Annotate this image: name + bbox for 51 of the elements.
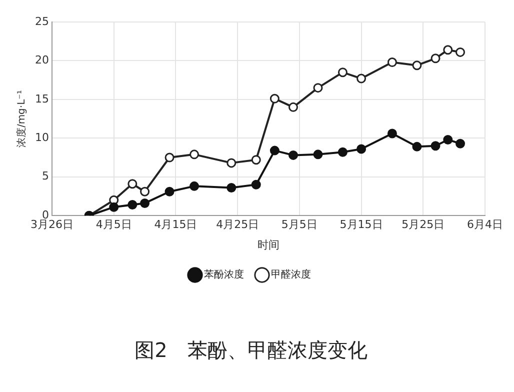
point — [387, 128, 397, 138]
point — [226, 182, 236, 192]
point — [456, 138, 466, 148]
point — [128, 200, 138, 210]
point — [164, 186, 174, 196]
legend-label: 甲醛浓度 — [271, 268, 311, 281]
point — [251, 180, 261, 190]
point — [270, 94, 280, 104]
point — [313, 83, 323, 93]
point — [288, 102, 298, 112]
point — [190, 150, 200, 160]
y-tick-label: 15 — [34, 92, 49, 106]
point — [140, 198, 150, 208]
point — [356, 144, 366, 154]
x-tick-label: 4月25日 — [216, 218, 260, 232]
point — [128, 179, 138, 189]
point — [313, 150, 323, 160]
point — [338, 147, 348, 157]
point — [164, 152, 174, 162]
y-tick-label: 25 — [34, 14, 49, 28]
x-tick-label: 3月26日 — [30, 218, 74, 232]
point — [430, 141, 440, 151]
point — [109, 202, 119, 212]
point — [356, 74, 366, 84]
x-tick-label: 4月5日 — [96, 218, 132, 232]
point — [140, 186, 150, 196]
x-tick-label: 5月25日 — [402, 218, 445, 232]
point — [338, 68, 348, 78]
point — [270, 146, 280, 156]
point — [251, 155, 261, 165]
point — [430, 54, 440, 64]
x-tick-label: 4月15日 — [154, 218, 198, 232]
point — [226, 158, 236, 168]
x-tick-label: 5月5日 — [281, 218, 318, 232]
x-tick-label: 5月15日 — [340, 218, 383, 232]
y-tick-label: 10 — [34, 131, 49, 144]
point — [190, 181, 200, 191]
y-tick-label: 5 — [42, 170, 49, 183]
y-axis-title: 浓度/mg·L⁻¹ — [16, 90, 28, 148]
point — [412, 60, 422, 70]
point — [456, 47, 466, 57]
x-axis-title: 时间 — [258, 238, 280, 252]
point — [412, 142, 422, 152]
legend-label: 苯酚浓度 — [204, 268, 244, 281]
text: 图2 苯酚、甲醛浓度变化 — [134, 338, 368, 362]
point — [288, 150, 298, 160]
x-tick-label: 6月4日 — [467, 218, 503, 232]
point — [443, 134, 453, 144]
point — [443, 45, 453, 55]
y-tick-label: 20 — [34, 54, 49, 67]
point — [387, 58, 397, 68]
